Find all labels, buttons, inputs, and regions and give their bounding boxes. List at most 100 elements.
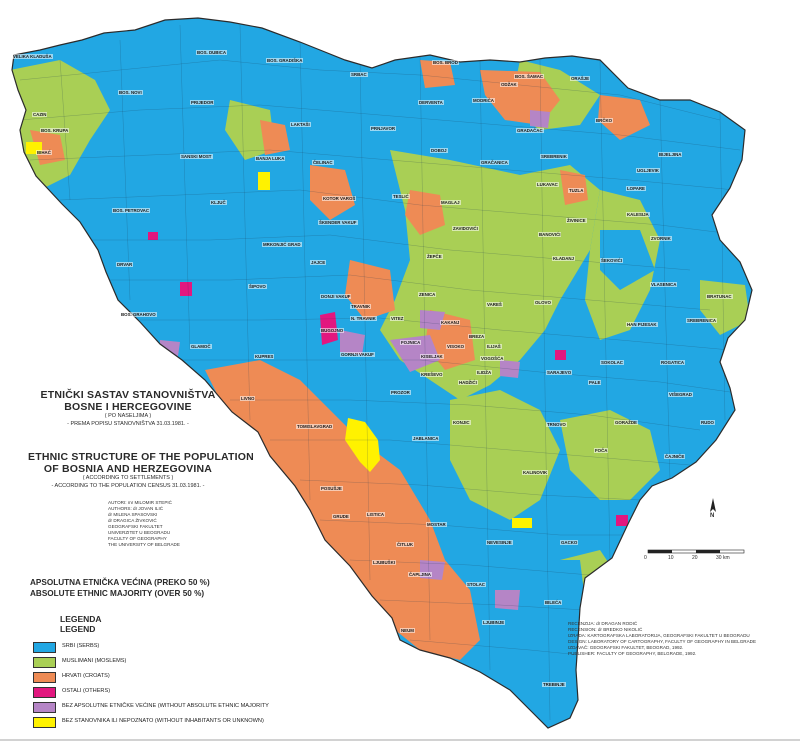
place-label: VOGOŠĆA bbox=[480, 356, 505, 361]
place-label: BRČKO bbox=[595, 118, 614, 123]
region-herzegovina-west bbox=[205, 360, 480, 660]
place-label: BRATUNAC bbox=[706, 294, 733, 299]
place-label: BOS. GRAHOVO bbox=[120, 312, 157, 317]
place-label: PRIJEDOR bbox=[190, 100, 215, 105]
region-kotor-varos bbox=[310, 165, 355, 220]
place-label: STOLAC bbox=[466, 582, 486, 587]
place-label: ILIDŽA bbox=[476, 370, 493, 375]
title-en-line2: OF BOSNIA AND HERZEGOVINA bbox=[43, 463, 213, 475]
legend-label: MUSLIMANI (MOSLEMS) bbox=[62, 658, 127, 664]
place-label: SREBRENICA bbox=[686, 318, 718, 323]
place-label: DONJI VAKUF bbox=[320, 294, 352, 299]
place-label: JAJCE bbox=[310, 260, 327, 265]
place-label: GRAČANICA bbox=[480, 160, 509, 165]
place-label: VELIKA KLADUŠA bbox=[12, 54, 53, 59]
legend-title-sr: LEGENDA bbox=[60, 614, 102, 624]
place-label: VITEZ bbox=[390, 316, 405, 321]
place-label: KLJUČ bbox=[210, 200, 227, 205]
place-label: VIŠEGRAD bbox=[668, 392, 693, 397]
legend-label: BEZ APSOLUTNE ETNIČKE VEĆINE (WITHOUT AB… bbox=[62, 703, 269, 709]
place-label: MRKONJIĆ GRAD bbox=[262, 242, 302, 247]
scale-label-10: 10 bbox=[668, 555, 674, 561]
credit-line: AUTORI: mr MILOMIR STEPIĆ bbox=[108, 500, 172, 505]
place-label: PROZOR bbox=[390, 390, 411, 395]
place-label: ZVORNIK bbox=[650, 236, 672, 241]
place-label: TUZLA bbox=[568, 188, 585, 193]
region-banja-luka-east bbox=[225, 100, 275, 160]
region-tuzla-croat bbox=[560, 170, 588, 205]
place-label: GLAMOČ bbox=[190, 344, 212, 349]
credit-line: RECENZIJA: dr DRAGAN RODIĆ bbox=[568, 621, 638, 626]
patch-others-petrovac bbox=[148, 232, 158, 240]
credit-line: PUBLISHER: FACULTY OF GEOGRAPHY, BELGRAD… bbox=[568, 651, 697, 656]
place-label: CAZIN bbox=[32, 112, 48, 117]
place-label: DERVENTA bbox=[418, 100, 444, 105]
place-label: NEUM bbox=[400, 628, 415, 633]
place-label: KALESIJA bbox=[626, 212, 650, 217]
north-arrow bbox=[710, 498, 716, 512]
scale-bar bbox=[647, 549, 745, 554]
place-label: ŠKENDER VAKUF bbox=[318, 220, 358, 225]
place-label: LJUBINJE bbox=[482, 620, 506, 625]
place-label: ZAVIDOVIĆI bbox=[452, 226, 479, 231]
place-label: KISELJAK bbox=[420, 354, 444, 359]
place-label: BOS. ŠAMAC bbox=[514, 74, 545, 79]
credit-line: GEOGRAFSKI FAKULTET bbox=[108, 524, 163, 529]
patch-kakanj bbox=[420, 310, 445, 330]
credit-line: IZDAVAČ: GEOGRAFSKI FAKULTET, BEOGRAD, 1… bbox=[568, 645, 684, 650]
place-label: SRBAC bbox=[350, 72, 368, 77]
place-label: MAGLAJ bbox=[440, 200, 461, 205]
place-label: TREBINJE bbox=[542, 682, 566, 687]
place-label: GRADAČAC bbox=[516, 128, 544, 133]
place-label: KREŠEVO bbox=[420, 372, 444, 377]
credits-left: AUTORI: mr MILOMIR STEPIĆ AUTHORS: dr JO… bbox=[108, 500, 180, 548]
region-east-herzegovina bbox=[520, 560, 590, 700]
patch-uninhabited-tomislavgrad bbox=[345, 418, 380, 472]
place-label: BREZA bbox=[468, 334, 486, 339]
region-derventa bbox=[420, 60, 455, 88]
place-label: KLADANJ bbox=[552, 256, 575, 261]
place-label: VLASENICA bbox=[650, 282, 678, 287]
place-label: BOS. GRADIŠKA bbox=[266, 58, 304, 63]
place-label: SARAJEVO bbox=[546, 370, 573, 375]
credit-line: IZRADA: KARTOGRAFSKA LABORATORIJA, GEOGR… bbox=[568, 633, 750, 638]
region-orasje bbox=[598, 95, 650, 140]
scale-bar-segment-2 bbox=[696, 550, 720, 553]
title-sr-line1: ETNIČKI SASTAV STANOVNIŠTVA bbox=[40, 389, 216, 401]
scale-label-0: 0 bbox=[644, 555, 647, 561]
place-label: BOS. BROD bbox=[432, 60, 459, 65]
place-label: GRUDE bbox=[332, 514, 350, 519]
place-label: SANSKI MOST bbox=[180, 154, 213, 159]
place-label: TRNOVO bbox=[546, 422, 567, 427]
credits-right: RECENZIJA: dr DRAGAN RODIĆ RECENSION: dr… bbox=[568, 621, 756, 657]
place-label: LUKAVAC bbox=[536, 182, 559, 187]
place-label: ČELINAC bbox=[312, 160, 334, 165]
region-cazin-bihac bbox=[12, 60, 110, 190]
place-label: BILEĆA bbox=[544, 600, 563, 605]
place-label: N. TRAVNIK bbox=[350, 316, 377, 321]
majority-title-en: ABSOLUTE ETHNIC MAJORITY (OVER 50 %) bbox=[30, 589, 205, 598]
place-label: ILIJAŠ bbox=[486, 344, 502, 349]
place-label: TESLIĆ bbox=[392, 194, 410, 199]
place-label: KALINOVIK bbox=[522, 470, 549, 475]
place-label: DRVAR bbox=[116, 262, 134, 267]
credit-line: dr DRAGICA ŽIVKOVIĆ bbox=[108, 518, 157, 523]
place-label: SOKOLAC bbox=[600, 360, 624, 365]
place-label: MODRIČA bbox=[472, 98, 495, 103]
patch-grahovo bbox=[160, 340, 180, 356]
title-sr-line2: BOSNE I HERCEGOVINE bbox=[64, 401, 192, 413]
place-label: LIVNO bbox=[240, 396, 256, 401]
legend-swatch bbox=[33, 717, 56, 728]
region-bihac-croat bbox=[30, 130, 65, 165]
legend-swatch bbox=[33, 702, 56, 713]
place-label: BOS. KRUPA bbox=[40, 128, 70, 133]
place-label: LJUBUŠKI bbox=[372, 560, 396, 565]
legend-label: BEZ STANOVNIKA ILI NEPOZNATO (WITHOUT IN… bbox=[62, 718, 264, 724]
patch-mostar-east bbox=[495, 590, 520, 610]
place-label: BANJA LUKA bbox=[255, 156, 286, 161]
scale-bar-segment-1 bbox=[648, 550, 672, 553]
place-label: BIHAĆ bbox=[36, 150, 52, 155]
place-label: POSUŠJE bbox=[320, 486, 343, 491]
legend-title-en: LEGEND bbox=[60, 624, 96, 634]
place-label: LAKTAŠI bbox=[290, 122, 311, 127]
